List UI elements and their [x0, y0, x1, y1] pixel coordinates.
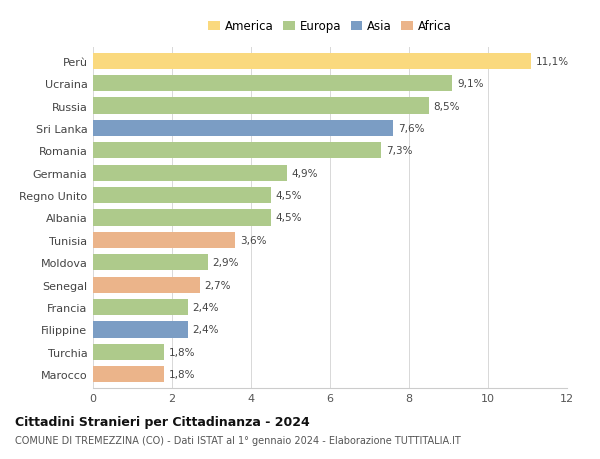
Text: 4,5%: 4,5% [275, 190, 302, 201]
Bar [93, 121, 393, 137]
Text: Cittadini Stranieri per Cittadinanza - 2024: Cittadini Stranieri per Cittadinanza - 2… [15, 415, 310, 428]
Bar [93, 366, 164, 382]
Text: 1,8%: 1,8% [169, 347, 196, 357]
Bar [93, 143, 382, 159]
Bar [93, 188, 271, 204]
Text: 1,8%: 1,8% [169, 369, 196, 380]
Text: COMUNE DI TREMEZZINA (CO) - Dati ISTAT al 1° gennaio 2024 - Elaborazione TUTTITA: COMUNE DI TREMEZZINA (CO) - Dati ISTAT a… [15, 435, 461, 445]
Bar [93, 165, 287, 181]
Text: 3,6%: 3,6% [240, 235, 266, 246]
Text: 11,1%: 11,1% [536, 56, 569, 67]
Bar [93, 255, 208, 271]
Text: 4,5%: 4,5% [275, 213, 302, 223]
Text: 8,5%: 8,5% [433, 101, 460, 111]
Bar [93, 210, 271, 226]
Text: 2,7%: 2,7% [205, 280, 231, 290]
Bar [93, 76, 452, 92]
Text: 2,9%: 2,9% [212, 257, 239, 268]
Text: 9,1%: 9,1% [457, 79, 484, 89]
Legend: America, Europa, Asia, Africa: America, Europa, Asia, Africa [208, 20, 452, 33]
Bar [93, 54, 532, 70]
Bar [93, 232, 235, 248]
Text: 2,4%: 2,4% [193, 325, 219, 335]
Bar [93, 344, 164, 360]
Text: 7,6%: 7,6% [398, 123, 424, 134]
Text: 7,3%: 7,3% [386, 146, 413, 156]
Bar [93, 299, 188, 315]
Bar [93, 98, 429, 114]
Bar [93, 277, 200, 293]
Text: 2,4%: 2,4% [193, 302, 219, 313]
Bar [93, 322, 188, 338]
Text: 4,9%: 4,9% [291, 168, 318, 179]
